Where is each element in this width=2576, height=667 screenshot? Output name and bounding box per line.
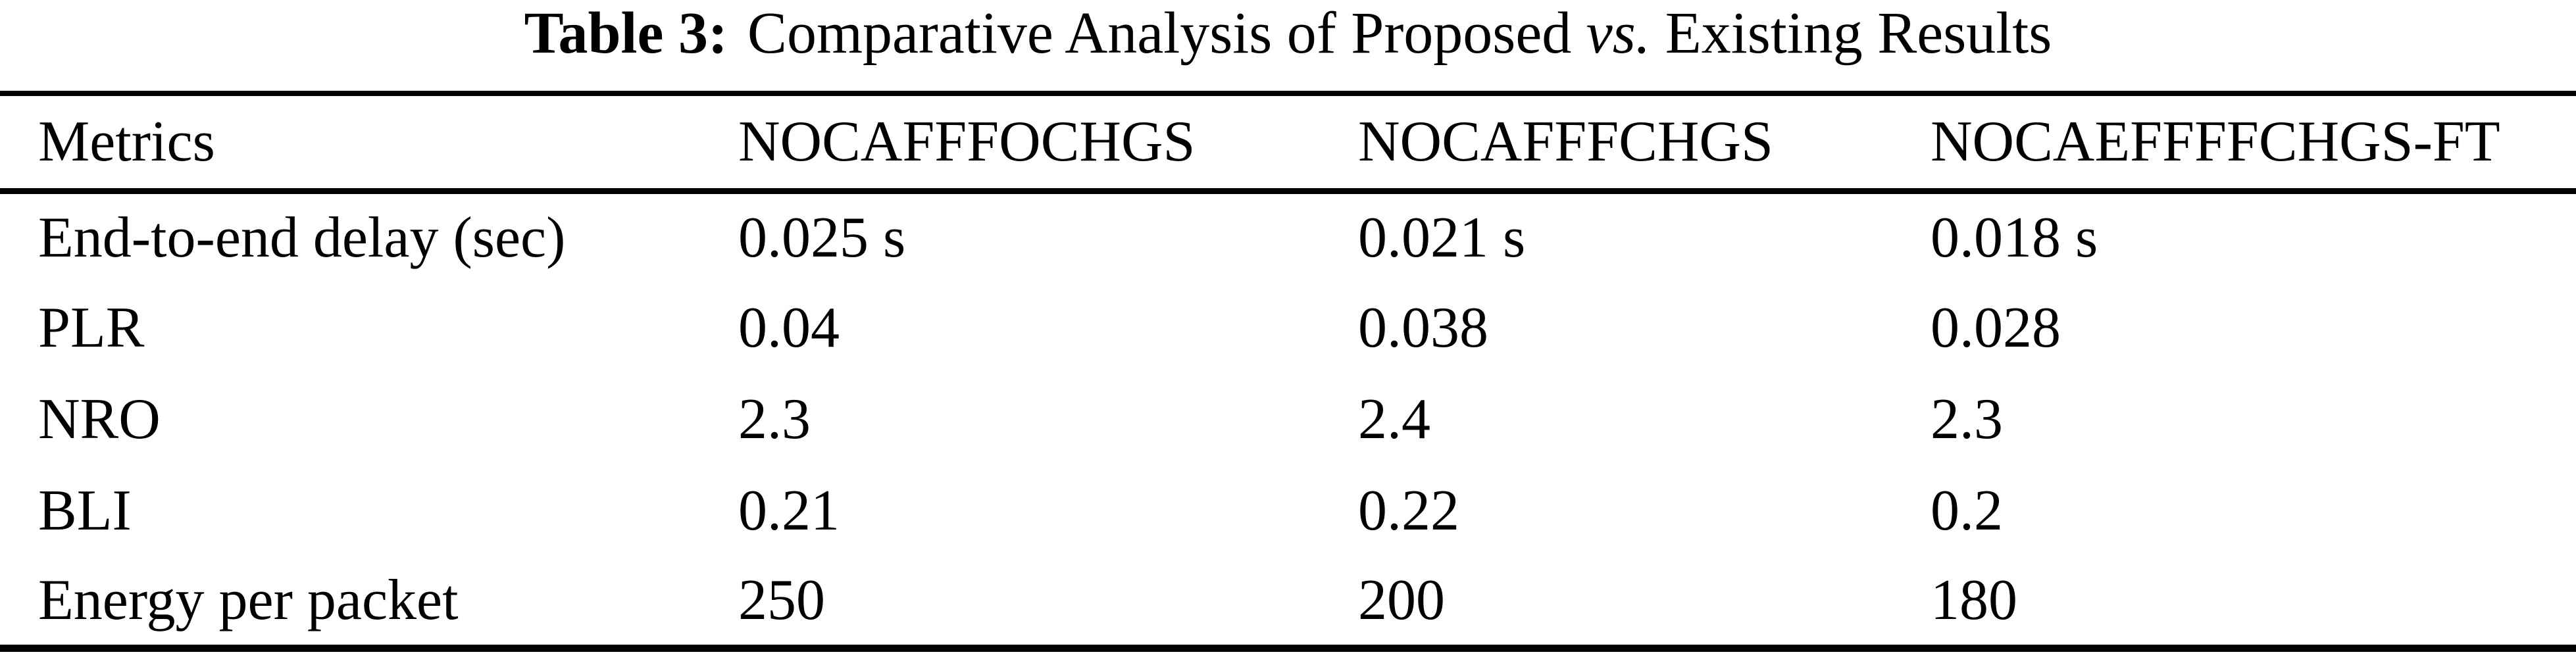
value-cell: 0.021 s (1358, 205, 1526, 270)
column-header-metrics: Metrics (38, 109, 215, 174)
column-header-method-3: NOCAEFFFFCHGS-FT (1931, 109, 2500, 174)
value-cell: 0.2 (1931, 478, 2003, 543)
table-caption: Table 3: Comparative Analysis of Proposed… (0, 0, 2576, 91)
column-header-method-2: NOCAFFFCHGS (1358, 109, 1773, 174)
metric-cell: NRO (38, 387, 161, 451)
value-cell: 0.025 s (738, 205, 906, 270)
metric-cell: PLR (38, 295, 145, 360)
header-row: Metrics NOCAFFFOCHGS NOCAFFFCHGS NOCAEFF… (0, 93, 2576, 191)
value-cell: 0.038 (1358, 295, 1488, 360)
results-table: Metrics NOCAFFFOCHGS NOCAFFFCHGS NOCAEFF… (0, 91, 2576, 652)
column-header-method-1: NOCAFFFOCHGS (738, 109, 1196, 174)
metric-cell: Energy per packet (38, 568, 459, 632)
caption-label: Table 3: (524, 1, 728, 66)
metric-cell: BLI (38, 478, 132, 543)
value-cell: 2.4 (1358, 387, 1430, 451)
caption-vs-italic: vs. (1586, 1, 1651, 66)
value-cell: 0.22 (1358, 478, 1459, 543)
value-cell: 0.018 s (1931, 205, 2098, 270)
value-cell: 0.04 (738, 295, 840, 360)
value-cell: 0.028 (1931, 295, 2061, 360)
value-cell: 0.21 (738, 478, 840, 543)
table-row: Energy per packet 250 200 180 (0, 556, 2576, 648)
value-cell: 180 (1931, 568, 2017, 632)
table-header: Metrics NOCAFFFOCHGS NOCAFFFCHGS NOCAEFF… (0, 93, 2576, 191)
value-cell: 2.3 (1931, 387, 2003, 451)
table-row: NRO 2.3 2.4 2.3 (0, 374, 2576, 465)
table-body: End-to-end delay (sec) 0.025 s 0.021 s 0… (0, 191, 2576, 648)
caption-text-end: Existing Results (1665, 1, 2052, 66)
value-cell: 2.3 (738, 387, 811, 451)
table-row: BLI 0.21 0.22 0.2 (0, 465, 2576, 556)
caption-text: Comparative Analysis of Proposed (747, 1, 1572, 66)
value-cell: 250 (738, 568, 825, 632)
table-row: End-to-end delay (sec) 0.025 s 0.021 s 0… (0, 191, 2576, 282)
value-cell: 200 (1358, 568, 1445, 632)
metric-cell: End-to-end delay (sec) (38, 205, 566, 270)
table-row: PLR 0.04 0.038 0.028 (0, 282, 2576, 374)
